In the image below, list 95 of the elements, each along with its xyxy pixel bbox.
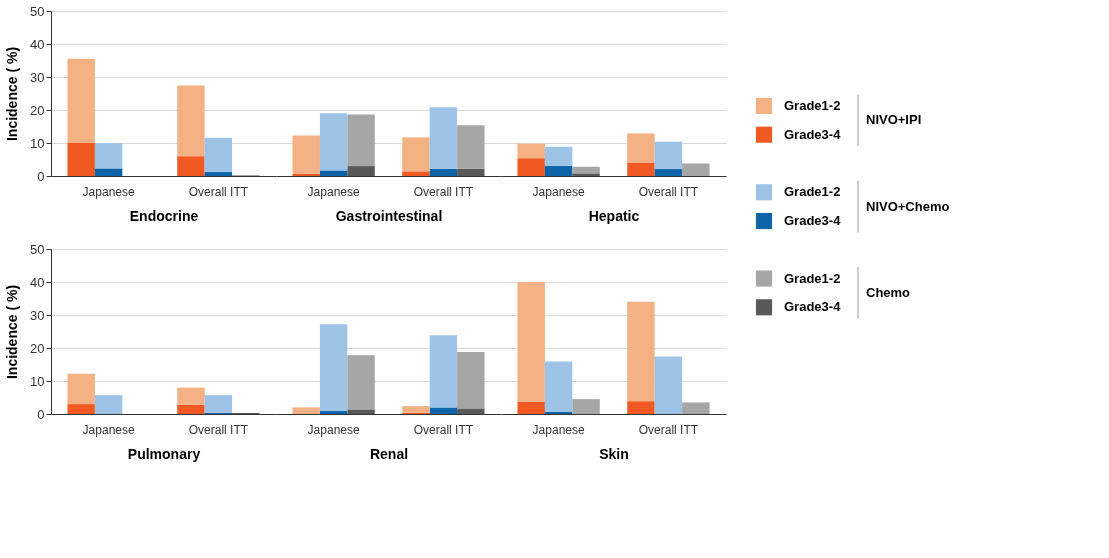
x-axis-title: Renal: [369, 445, 409, 462]
legend-label: Grade1-2: [784, 184, 841, 200]
bar: [457, 351, 485, 409]
x-tick-label: Overall ITT: [188, 422, 249, 437]
x-tick-label: Japanese: [82, 422, 135, 437]
bar: [517, 282, 545, 402]
y-tick-label: 40: [30, 274, 45, 290]
bar: [67, 373, 95, 405]
bar: [319, 411, 348, 414]
bar: [627, 162, 655, 176]
bar: [347, 114, 375, 167]
x-tick-label: Japanese: [307, 422, 360, 437]
bar: [67, 58, 95, 143]
bar: [319, 170, 348, 176]
y-tick-label: 10: [30, 373, 45, 389]
bar: [177, 404, 205, 414]
bar: [177, 85, 205, 157]
y-tick-label: 10: [30, 135, 45, 151]
x-axis-title: Pulmonary: [127, 445, 201, 462]
x-axis-title: Hepatic: [588, 207, 640, 224]
bar: [402, 171, 430, 176]
y-tick-label: 20: [30, 102, 45, 118]
bar: [572, 166, 600, 174]
bar: [682, 163, 710, 176]
x-axis-title: Endocrine: [129, 207, 199, 224]
x-tick-label: Japanese: [307, 184, 360, 199]
bar: [457, 168, 485, 176]
bar: [517, 143, 545, 159]
bar: [544, 361, 573, 413]
y-tick-label: 30: [30, 307, 45, 323]
bar: [654, 141, 683, 170]
bar: [292, 407, 320, 414]
text: Chemo: [866, 284, 911, 300]
y-tick-label: 30: [30, 69, 45, 85]
text: NIVO+IPI: [866, 112, 922, 128]
bar: [319, 324, 348, 412]
x-axis-title: Gastrointestinal: [335, 207, 443, 224]
bar: [627, 133, 655, 163]
bar: [627, 401, 655, 414]
bar: [402, 137, 430, 172]
bar: [429, 407, 458, 414]
bar: [204, 395, 233, 413]
bar: [94, 168, 123, 176]
y-axis-title: Incidence ( %): [4, 284, 21, 380]
bar: [682, 402, 710, 414]
bar: [544, 146, 573, 166]
y-tick-label: 40: [30, 36, 45, 52]
x-tick-label: Japanese: [82, 184, 135, 199]
y-tick-label: 50: [30, 3, 45, 19]
bar: [67, 404, 95, 414]
x-tick-label: Overall ITT: [188, 184, 249, 199]
bar: [429, 168, 458, 176]
x-tick-label: Japanese: [532, 184, 585, 199]
bar: [347, 166, 375, 176]
y-tick-label: 50: [30, 241, 45, 257]
bar: [402, 406, 430, 413]
text: Grade3-4: [784, 299, 841, 315]
bar: [572, 173, 600, 176]
bar: [177, 156, 205, 176]
x-tick-label: Overall ITT: [638, 422, 699, 437]
bar: [319, 113, 348, 171]
text: Grade1-2: [784, 97, 841, 113]
bar: [429, 335, 458, 408]
bar: [292, 135, 320, 174]
y-tick-label: 20: [30, 340, 45, 356]
bar: [429, 107, 458, 169]
bar: [627, 301, 655, 402]
bar: [94, 143, 123, 169]
bar: [204, 137, 233, 173]
bar: [347, 355, 375, 410]
y-tick-label: 0: [37, 406, 45, 422]
bar: [654, 356, 683, 414]
bar: [177, 387, 205, 405]
bar: [67, 143, 95, 176]
text: NIVO+Chemo: [866, 198, 950, 214]
text: Grade3-4: [784, 213, 841, 228]
x-tick-label: Overall ITT: [413, 184, 474, 199]
bar: [94, 395, 123, 414]
x-tick-label: Overall ITT: [413, 422, 474, 437]
bar: [457, 125, 485, 169]
y-tick-label: 0: [37, 168, 45, 184]
x-tick-label: Japanese: [532, 422, 585, 437]
bar: [347, 409, 375, 414]
y-axis-title: Incidence ( %): [4, 46, 21, 142]
bar: [654, 169, 683, 176]
x-axis-title: Skin: [599, 445, 629, 462]
legend-label: Grade3-4: [784, 126, 842, 142]
bar: [517, 158, 545, 176]
bar: [517, 401, 545, 414]
bar: [204, 172, 233, 176]
bar: [457, 408, 485, 414]
x-tick-label: Overall ITT: [638, 184, 699, 199]
text: Grade1-2: [784, 270, 841, 286]
bar: [544, 165, 573, 176]
bar: [572, 399, 600, 414]
